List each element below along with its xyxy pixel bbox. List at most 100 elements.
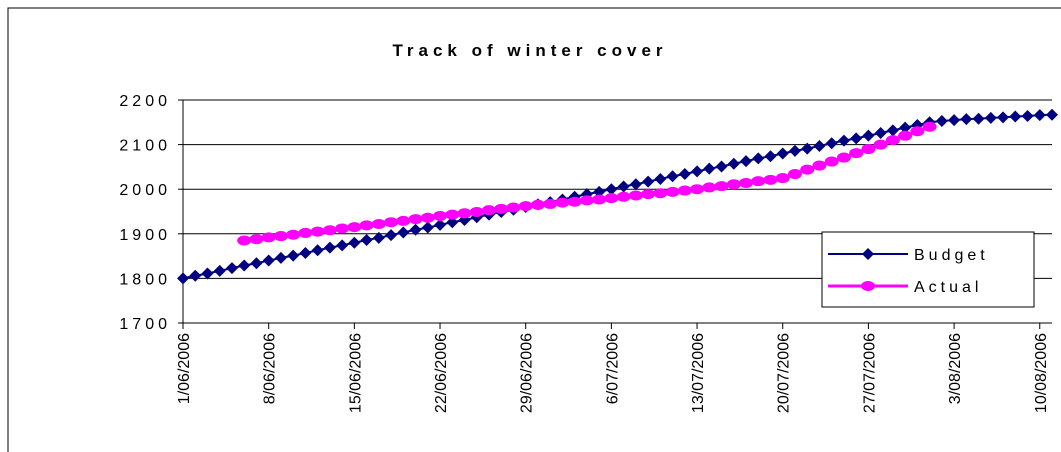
data-point [752,152,765,165]
data-point [899,121,912,134]
data-point [372,231,385,244]
y-tick-label: 1700 [119,316,171,333]
data-point [311,244,324,257]
y-tick-label: 2100 [119,138,171,155]
data-point [824,156,839,167]
x-tick-label: 13/07/2006 [690,333,707,413]
x-tick-label: 1/06/2006 [176,333,193,404]
chart-title: Track of winter cover [392,41,667,60]
data-point [287,249,300,262]
data-point [997,111,1010,124]
data-point [787,169,802,180]
data-point [543,198,558,209]
x-tick-label: 27/07/2006 [861,333,878,413]
data-point [825,137,838,150]
data-point [384,217,399,228]
data-point [298,227,313,238]
data-point [616,191,631,202]
data-point [347,222,362,233]
data-point [396,215,411,226]
data-point [751,176,766,187]
data-point [873,139,888,150]
data-point [262,254,275,267]
data-point [775,173,790,184]
data-point [592,194,607,205]
data-point [776,147,789,160]
data-point [420,212,435,223]
data-point [739,177,754,188]
data-point [605,183,618,196]
data-point [238,259,251,272]
data-point [677,185,692,196]
data-point [593,185,606,198]
y-tick-label: 2200 [119,93,171,110]
data-point [948,114,961,127]
y-tick-label: 2000 [119,182,171,199]
data-point [886,124,899,137]
x-tick-label: 29/06/2006 [519,333,536,413]
data-point [910,126,925,137]
data-point [984,111,997,124]
data-point [628,190,643,201]
data-point [849,148,864,159]
data-point [446,216,459,229]
data-point [885,135,900,146]
data-point [286,229,301,240]
data-point [469,206,484,217]
data-point [299,246,312,259]
data-point [273,231,288,242]
data-point [506,202,521,213]
data-point [177,272,189,285]
data-point [360,234,373,247]
data-point [960,113,973,126]
data-point [666,170,679,183]
data-point [850,132,863,145]
data-point [861,144,876,155]
data-point [1046,108,1058,121]
data-point [642,175,655,188]
data-point [371,218,386,229]
y-tick-label: 1900 [119,227,171,244]
data-point [740,155,753,168]
data-point [322,225,337,236]
data-point [922,121,937,132]
data-point [434,218,447,231]
data-point [727,157,740,170]
data-point [715,160,728,173]
data-point [714,181,729,192]
data-point [837,134,850,147]
x-tick-label: 15/06/2006 [347,333,364,413]
data-point [579,195,594,206]
data-point [629,178,642,191]
data-point [665,186,680,197]
data-point [481,205,496,216]
data-point [691,165,704,178]
data-point [409,223,422,236]
data-point [678,168,691,181]
data-point [703,162,716,175]
data-point [862,129,875,142]
data-point [348,236,361,249]
legend-marker [862,248,874,260]
data-point [836,152,851,163]
data-point [494,203,509,214]
legend-marker [861,281,875,291]
data-point [201,267,214,280]
data-point [813,139,826,152]
data-point [237,235,252,246]
data-point [874,127,887,140]
x-tick-label: 10/08/2006 [1033,333,1050,413]
data-point [800,164,815,175]
x-tick-label: 3/08/2006 [947,333,964,404]
y-tick-label: 1800 [119,271,171,288]
data-point [518,201,533,212]
data-point [1009,110,1022,123]
data-point [567,196,582,207]
data-point [213,264,226,277]
data-point [764,150,777,163]
data-point [433,210,448,221]
data-point [812,160,827,171]
data-point [530,199,545,210]
data-point [604,193,619,204]
